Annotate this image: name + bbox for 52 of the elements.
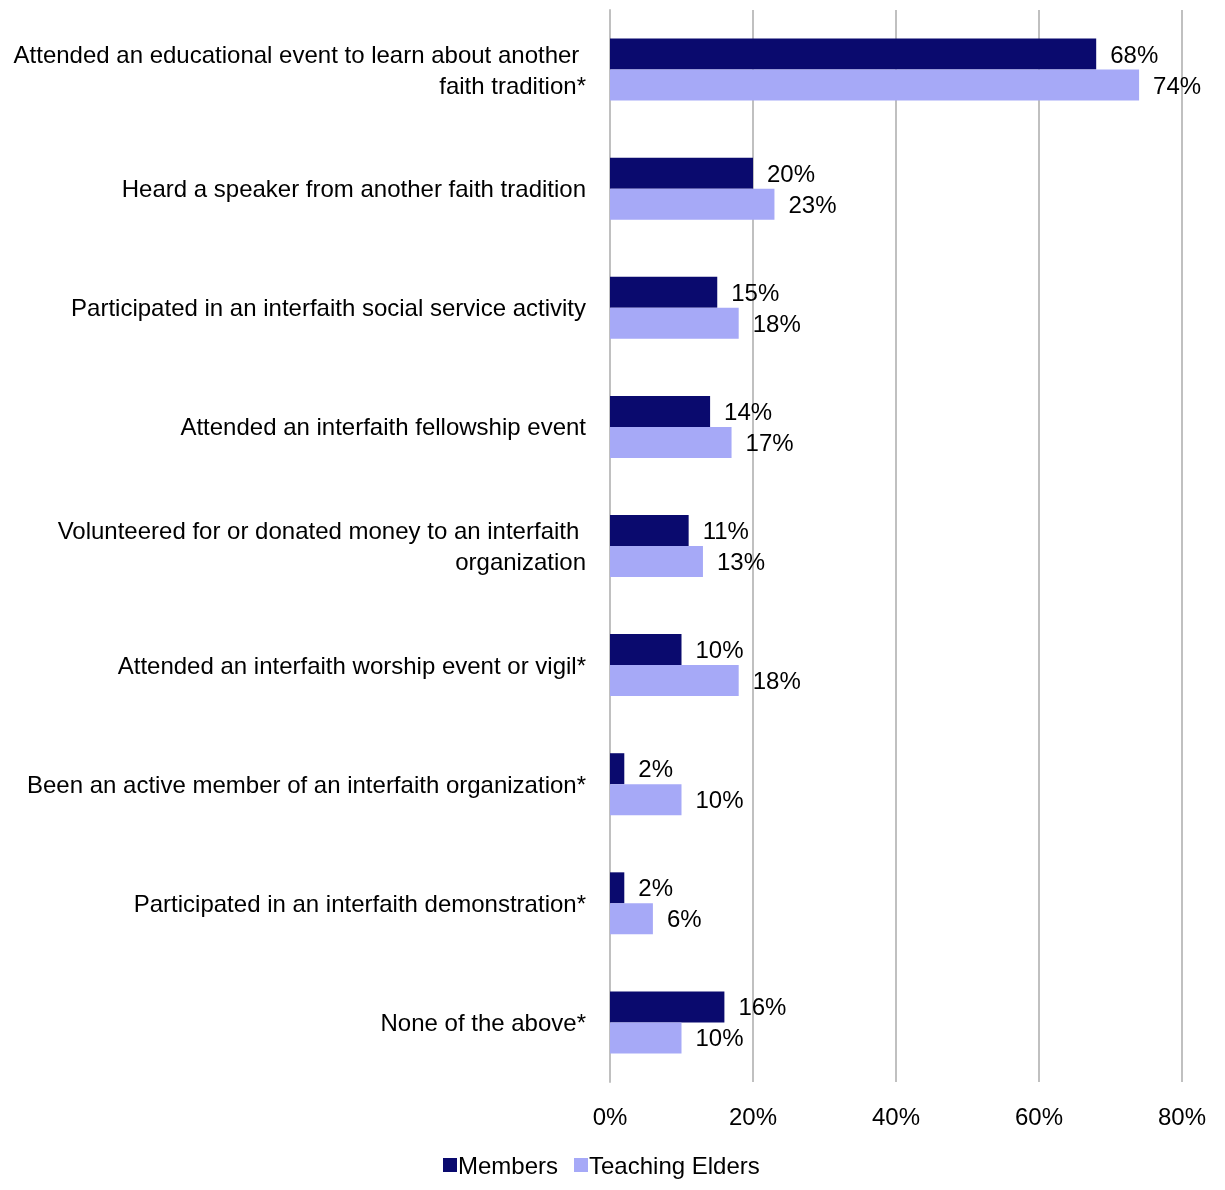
y-tick-label: Attended an educational event to learn about another faith tradition* <box>13 40 586 99</box>
data-label: 18% <box>752 667 801 695</box>
bar <box>610 665 739 697</box>
bar <box>610 426 732 458</box>
data-label: 18% <box>752 309 801 337</box>
data-label: 6% <box>666 905 702 933</box>
bar <box>610 634 682 666</box>
data-label: 14% <box>724 397 773 425</box>
bar <box>610 157 753 189</box>
data-label: 17% <box>745 428 794 456</box>
data-label: 23% <box>788 190 837 218</box>
y-tick-label: Participated in an interfaith social service activity <box>71 294 586 322</box>
bar <box>610 69 1140 101</box>
data-label: 2% <box>638 874 673 902</box>
data-label: 10% <box>695 786 744 814</box>
y-tick-label: Heard a speaker from another faith tradition <box>121 175 586 203</box>
bar <box>610 188 775 220</box>
legend-label: Teaching Elders <box>589 1151 760 1179</box>
data-label: 13% <box>716 548 765 575</box>
data-label: 10% <box>695 636 744 664</box>
x-tick-label: 80% <box>1157 1102 1207 1130</box>
data-label: 16% <box>738 993 787 1021</box>
y-tick-label: Participated in an interfaith demonstration* <box>133 889 586 917</box>
bar <box>610 872 625 904</box>
bar <box>610 515 689 546</box>
data-label: 11% <box>702 517 749 544</box>
bar <box>610 753 625 785</box>
y-tick-label: Attended an interfaith fellowship event <box>180 413 587 441</box>
legend-label: Members <box>458 1151 559 1179</box>
y-tick-label: None of the above* <box>380 1008 586 1036</box>
x-tick-label: 20% <box>728 1102 778 1130</box>
bar <box>610 903 653 935</box>
bar <box>610 395 711 427</box>
data-label: 2% <box>638 755 673 783</box>
bar <box>610 276 718 308</box>
data-label: 74% <box>1153 71 1202 99</box>
data-label: 10% <box>695 1024 744 1052</box>
y-tick-label: Volunteered for or donated money to an interfaith organization <box>57 517 586 575</box>
bar <box>610 38 1097 70</box>
x-tick-label: 0% <box>592 1102 628 1130</box>
y-tick-label: Been an active member of an interfaith organization* <box>27 770 586 798</box>
data-label: 20% <box>767 159 816 187</box>
data-label: 68% <box>1110 40 1159 68</box>
bar <box>610 991 725 1023</box>
bar <box>610 546 703 577</box>
x-tick-label: 60% <box>1014 1102 1064 1130</box>
x-tick-label: 40% <box>871 1102 921 1130</box>
y-tick-label: Attended an interfaith worship event or vigil* <box>117 651 586 679</box>
bar <box>610 307 739 339</box>
bar <box>610 784 682 816</box>
bar <box>610 1022 682 1054</box>
data-label: 15% <box>731 278 780 306</box>
